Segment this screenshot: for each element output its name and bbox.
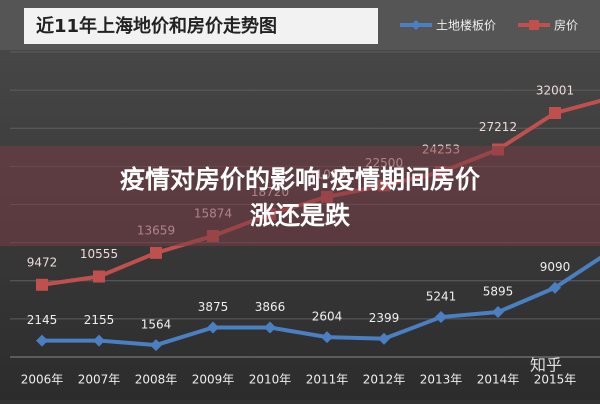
point (36, 278, 48, 291)
data-label: 27212 (479, 120, 517, 134)
point (435, 311, 447, 324)
point (549, 106, 561, 119)
data-label: 5241 (426, 290, 457, 304)
data-label: 2145 (27, 313, 58, 327)
overlay-band (0, 146, 600, 246)
x-tick-label: 2014年 (477, 373, 520, 387)
data-label: 1564 (141, 318, 172, 332)
x-tick-label: 2013年 (420, 373, 463, 387)
x-tick-label: 2012年 (363, 373, 406, 387)
legend-marker (529, 20, 539, 30)
data-label: 3866 (255, 300, 286, 314)
point (150, 339, 162, 352)
point (264, 321, 276, 334)
point (321, 331, 333, 344)
data-label: 10555 (80, 247, 118, 261)
x-tick-label: 2008年 (135, 373, 178, 387)
overlay: 疫情对房价的影响:疫情期间房价 涨还是跌 (0, 146, 600, 246)
chart-title: 近11年上海地价和房价走势图 (36, 15, 277, 37)
point (150, 246, 162, 259)
x-tick-label: 2006年 (21, 373, 64, 387)
point (36, 334, 48, 347)
data-label: 3875 (198, 300, 229, 314)
point (93, 270, 105, 283)
data-label: 2155 (84, 313, 115, 327)
point (378, 332, 390, 345)
overlay-line: 疫情对房价的影响:疫情期间房价 (120, 165, 481, 194)
x-tick-label: 2009年 (192, 373, 235, 387)
data-label: 32001 (536, 83, 574, 97)
data-label: 2399 (369, 311, 400, 325)
data-label: 9090 (540, 260, 571, 274)
point (549, 281, 561, 294)
point (207, 321, 219, 334)
data-label: 9472 (27, 255, 58, 269)
data-label: 2604 (312, 310, 343, 324)
title-box (24, 8, 378, 44)
watermark: 知乎 (530, 356, 562, 375)
point (93, 334, 105, 347)
legend-label: 土地楼板价 (436, 18, 496, 33)
overlay-line: 涨还是跌 (250, 201, 350, 230)
legend-marker (411, 20, 421, 30)
x-tick-label: 2015年 (534, 373, 577, 387)
legend-label: 房价 (554, 18, 578, 33)
data-label: 5895 (483, 285, 514, 299)
x-tick-label: 2010年 (249, 373, 292, 387)
x-tick-label: 2007年 (78, 373, 121, 387)
point (492, 306, 504, 319)
x-tick-label: 2011年 (306, 373, 349, 387)
